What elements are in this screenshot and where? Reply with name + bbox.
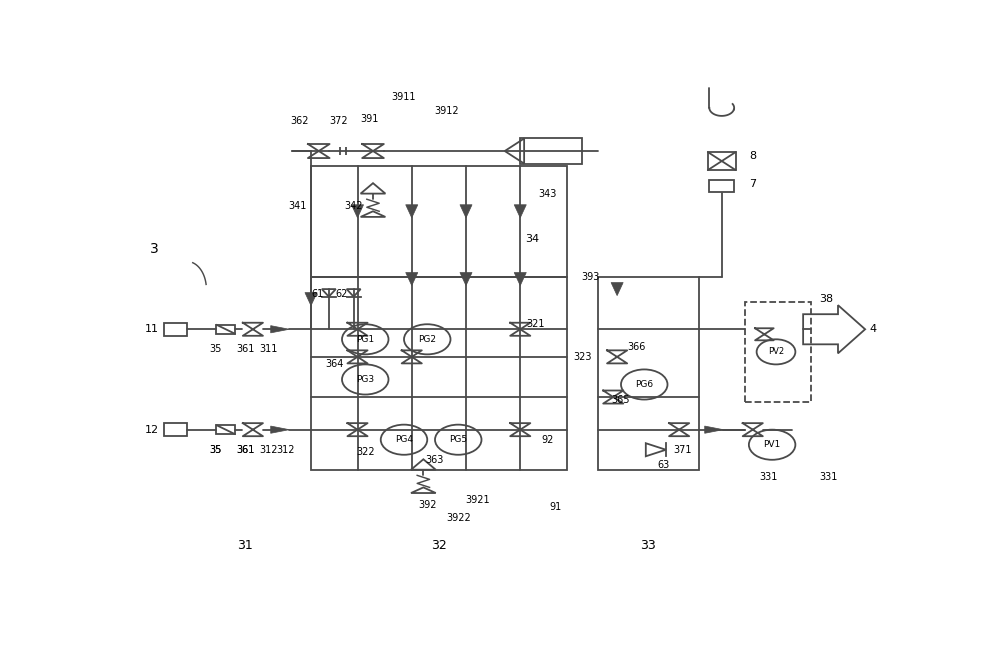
Text: 323: 323 bbox=[573, 352, 592, 362]
Text: 3912: 3912 bbox=[434, 106, 459, 116]
Text: PG1: PG1 bbox=[356, 334, 374, 344]
Circle shape bbox=[435, 424, 482, 455]
Bar bbox=[708, 152, 736, 170]
Text: 4: 4 bbox=[869, 324, 876, 334]
Text: 62: 62 bbox=[336, 289, 348, 299]
Circle shape bbox=[757, 339, 795, 364]
Text: 8: 8 bbox=[749, 151, 756, 161]
Text: 3921: 3921 bbox=[465, 495, 490, 505]
Text: 322: 322 bbox=[356, 447, 375, 457]
Polygon shape bbox=[406, 205, 418, 218]
Text: 7: 7 bbox=[749, 179, 756, 188]
Text: PG4: PG4 bbox=[395, 435, 413, 444]
Text: 33: 33 bbox=[640, 539, 656, 552]
Text: 32: 32 bbox=[431, 539, 447, 552]
Text: 361: 361 bbox=[236, 445, 254, 454]
Text: 341: 341 bbox=[288, 201, 306, 211]
Circle shape bbox=[621, 370, 668, 400]
Text: PG2: PG2 bbox=[418, 334, 436, 344]
Text: 321: 321 bbox=[526, 319, 545, 329]
Text: 34: 34 bbox=[525, 234, 539, 244]
Text: 342: 342 bbox=[344, 201, 363, 211]
Polygon shape bbox=[460, 273, 472, 286]
Bar bbox=[164, 423, 187, 436]
Text: 361: 361 bbox=[236, 344, 254, 354]
Text: 35: 35 bbox=[209, 445, 222, 454]
Bar bbox=[709, 180, 734, 192]
Polygon shape bbox=[705, 426, 723, 434]
Text: 331: 331 bbox=[820, 472, 838, 482]
Bar bbox=[311, 276, 567, 470]
Bar bbox=[311, 166, 567, 276]
Text: 35: 35 bbox=[209, 445, 222, 454]
Text: 371: 371 bbox=[674, 445, 692, 454]
Text: 312: 312 bbox=[276, 445, 295, 454]
Text: PV1: PV1 bbox=[764, 440, 781, 449]
Circle shape bbox=[342, 324, 388, 355]
Text: 92: 92 bbox=[541, 435, 554, 445]
Text: 61: 61 bbox=[311, 289, 323, 299]
Text: 361: 361 bbox=[236, 445, 254, 454]
Bar bbox=[164, 323, 187, 336]
Text: 31: 31 bbox=[237, 539, 253, 552]
Text: 365: 365 bbox=[612, 394, 630, 404]
Circle shape bbox=[749, 430, 795, 460]
Text: 366: 366 bbox=[627, 342, 646, 352]
Polygon shape bbox=[271, 325, 289, 333]
Text: 3911: 3911 bbox=[392, 93, 416, 102]
Text: 343: 343 bbox=[538, 188, 557, 199]
Text: PV2: PV2 bbox=[768, 348, 784, 357]
Text: 311: 311 bbox=[259, 344, 278, 354]
Polygon shape bbox=[611, 282, 623, 295]
Text: 12: 12 bbox=[145, 424, 159, 435]
Text: 331: 331 bbox=[759, 472, 777, 482]
Bar bbox=[745, 302, 811, 402]
Bar bbox=[216, 325, 235, 334]
Text: 35: 35 bbox=[209, 344, 222, 354]
Text: 63: 63 bbox=[658, 460, 670, 470]
Text: PG5: PG5 bbox=[449, 435, 467, 444]
Text: 38: 38 bbox=[819, 294, 833, 304]
Text: 363: 363 bbox=[426, 455, 444, 465]
Polygon shape bbox=[305, 293, 317, 306]
Bar bbox=[216, 425, 235, 434]
Circle shape bbox=[342, 364, 388, 394]
Text: PG6: PG6 bbox=[635, 380, 653, 389]
Text: 393: 393 bbox=[581, 271, 599, 282]
Polygon shape bbox=[460, 205, 472, 218]
Bar bbox=[598, 276, 698, 470]
Polygon shape bbox=[514, 205, 526, 218]
Polygon shape bbox=[514, 273, 526, 286]
Bar bbox=[520, 138, 582, 164]
Circle shape bbox=[404, 324, 450, 355]
Text: 11: 11 bbox=[145, 324, 159, 334]
Text: 3: 3 bbox=[150, 242, 159, 256]
Text: 391: 391 bbox=[360, 114, 378, 125]
Text: 312: 312 bbox=[259, 445, 278, 454]
Text: 362: 362 bbox=[290, 116, 309, 126]
Text: 392: 392 bbox=[418, 500, 436, 510]
Circle shape bbox=[381, 424, 427, 455]
Text: 364: 364 bbox=[325, 359, 343, 370]
Text: PG3: PG3 bbox=[356, 375, 374, 384]
Text: 3922: 3922 bbox=[446, 512, 471, 522]
Polygon shape bbox=[271, 426, 289, 434]
Polygon shape bbox=[406, 273, 418, 286]
Text: 372: 372 bbox=[329, 116, 347, 126]
Text: 91: 91 bbox=[549, 503, 561, 512]
Polygon shape bbox=[351, 205, 364, 218]
